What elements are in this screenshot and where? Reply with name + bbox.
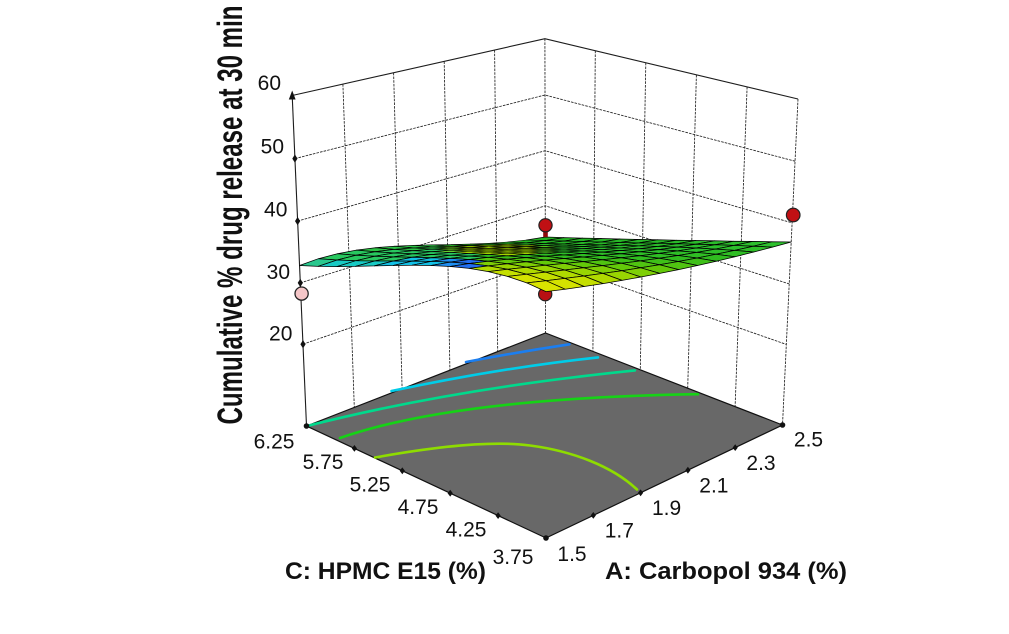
svg-text:50: 50 — [261, 136, 284, 159]
svg-text:4.25: 4.25 — [446, 519, 487, 542]
svg-text:C: HPMC E15 (%): C: HPMC E15 (%) — [285, 558, 486, 585]
svg-text:2.3: 2.3 — [746, 452, 775, 475]
svg-text:A: Carbopol 934 (%): A: Carbopol 934 (%) — [605, 558, 847, 585]
svg-text:2.1: 2.1 — [699, 475, 728, 498]
svg-text:5.25: 5.25 — [350, 474, 391, 497]
svg-text:2.5: 2.5 — [794, 429, 823, 452]
svg-text:60: 60 — [258, 72, 281, 95]
svg-text:5.75: 5.75 — [303, 451, 344, 474]
svg-text:4.75: 4.75 — [398, 496, 439, 519]
svg-text:6.25: 6.25 — [254, 431, 295, 454]
svg-text:20: 20 — [269, 323, 292, 346]
svg-text:1.9: 1.9 — [652, 497, 681, 520]
svg-text:1.7: 1.7 — [605, 520, 634, 543]
svg-text:40: 40 — [264, 199, 287, 222]
svg-text:30: 30 — [267, 261, 290, 284]
svg-text:Cumulative % drug release at 3: Cumulative % drug release at 30 min — [211, 5, 250, 424]
svg-text:1.5: 1.5 — [557, 543, 586, 566]
svg-text:3.75: 3.75 — [493, 546, 534, 569]
